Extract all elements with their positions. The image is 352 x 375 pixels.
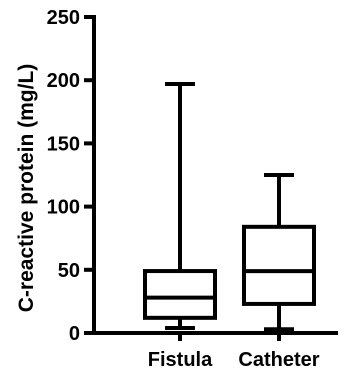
y-tick-label: 250 xyxy=(47,7,80,29)
y-tick-label: 200 xyxy=(47,70,80,92)
y-tick-label: 150 xyxy=(47,133,80,155)
x-tick-label: Catheter xyxy=(238,349,319,371)
y-axis-title: C-reactive protein (mg/L) xyxy=(15,64,38,313)
iqr-box xyxy=(143,269,217,320)
x-axis: Fistula Catheter xyxy=(92,331,338,371)
iqr-box xyxy=(242,224,316,306)
y-tick-label: 0 xyxy=(69,323,80,345)
x-tick-label: Fistula xyxy=(148,349,213,371)
y-tick-label: 50 xyxy=(58,260,80,282)
box-fistula xyxy=(143,81,217,330)
y-axis: 0 50 100 150 200 250 xyxy=(47,7,96,345)
box-catheter xyxy=(242,173,316,332)
boxes xyxy=(143,81,316,332)
y-tick-label: 100 xyxy=(47,197,80,219)
